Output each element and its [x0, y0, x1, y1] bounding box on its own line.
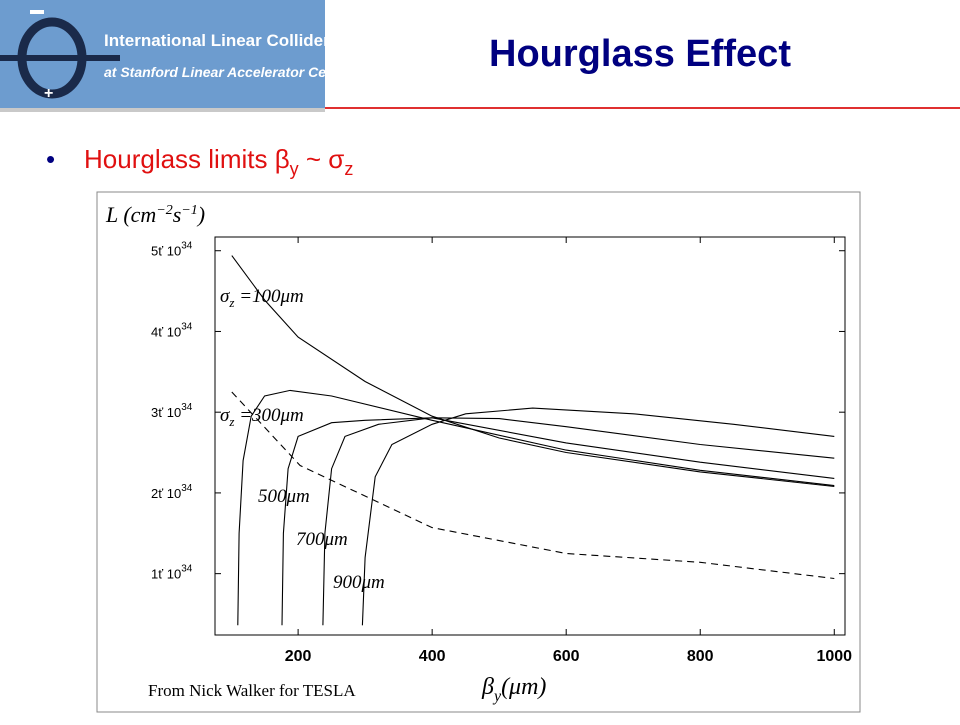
y-axis-label-part: L (cm [105, 202, 156, 227]
curve-label-part: σ [220, 405, 230, 426]
curve-label: σz =100μm [220, 286, 304, 310]
y-tick-label-exp: 34 [181, 402, 193, 413]
logo-shadow [0, 108, 325, 112]
curve-label-part: 900μm [333, 572, 385, 593]
y-tick-label-exp: 34 [181, 241, 193, 252]
chart-frame [96, 191, 861, 713]
curve-label: 500μm [258, 486, 310, 507]
bullet-dot: • [46, 144, 55, 174]
series-line [231, 255, 835, 488]
series-line [322, 417, 835, 626]
logo-line2: at Stanford Linear Accelerator Center [104, 64, 354, 80]
series-line [361, 407, 835, 626]
y-tick-label-base: 2ť 10 [151, 486, 181, 501]
y-tick-label: 4ť 1034 [151, 321, 193, 339]
x-axis-label: βy(μm) [481, 674, 546, 705]
curve-label-part: =300μm [234, 405, 303, 426]
curve-label-part: =100μm [234, 286, 303, 307]
svg-text:+: + [44, 85, 53, 102]
y-axis-label-part: s [173, 202, 182, 227]
y-tick-label-exp: 34 [181, 321, 193, 332]
curve-label-part: 500μm [258, 486, 310, 507]
x-tick-label: 600 [553, 648, 580, 665]
curve-label-sub: z [228, 414, 234, 429]
bullet-part: ~ σ [299, 144, 345, 174]
series-line [231, 391, 835, 580]
y-tick-label-base: 1ť 10 [151, 567, 181, 582]
x-axis-label-part: β [481, 674, 494, 700]
source-note: From Nick Walker for TESLA [148, 681, 356, 700]
plot-area [214, 236, 846, 636]
x-tick-label: 800 [687, 648, 714, 665]
series-line [237, 389, 835, 626]
y-tick-label-base: 5ť 10 [151, 244, 181, 259]
curve-label-sub: z [228, 295, 234, 310]
bullet-sub: y [290, 159, 299, 179]
bullet-sub: z [344, 159, 353, 179]
bullet-text: Hourglass limits βy ~ σz [84, 144, 353, 179]
y-axis-label-sup: −1 [181, 203, 197, 218]
curve-label-part: σ [220, 286, 230, 307]
y-axis-label-part: ) [196, 202, 205, 227]
x-tick-label: 400 [419, 648, 446, 665]
series-line [281, 417, 835, 626]
y-tick-label: 2ť 1034 [151, 483, 193, 501]
x-axis-label-part: (μm) [501, 674, 546, 700]
y-tick-label-exp: 34 [181, 483, 193, 494]
y-tick-label-exp: 34 [181, 564, 193, 575]
slide-title: Hourglass Effect [489, 33, 791, 75]
y-axis-label: L (cm−2s−1) [105, 202, 205, 227]
y-tick-label: 1ť 1034 [151, 564, 193, 582]
y-tick-label: 5ť 1034 [151, 241, 193, 259]
logo-mark: + [0, 10, 120, 102]
curve-label: σz =300μm [220, 405, 304, 429]
x-tick-label: 200 [285, 648, 312, 665]
y-tick-label-base: 4ť 10 [151, 324, 181, 339]
x-tick-label: 1000 [816, 648, 852, 665]
curve-label: 700μm [296, 529, 348, 550]
x-axis-label-sub: y [492, 688, 502, 705]
curve-label: 900μm [333, 572, 385, 593]
y-axis-label-sup: −2 [156, 203, 172, 218]
y-tick-label-base: 3ť 10 [151, 405, 181, 420]
curve-label-part: 700μm [296, 529, 348, 550]
bullet-part: Hourglass limits β [84, 144, 290, 174]
y-tick-label: 3ť 1034 [151, 402, 193, 420]
logo-line1: International Linear Collider [104, 31, 330, 50]
